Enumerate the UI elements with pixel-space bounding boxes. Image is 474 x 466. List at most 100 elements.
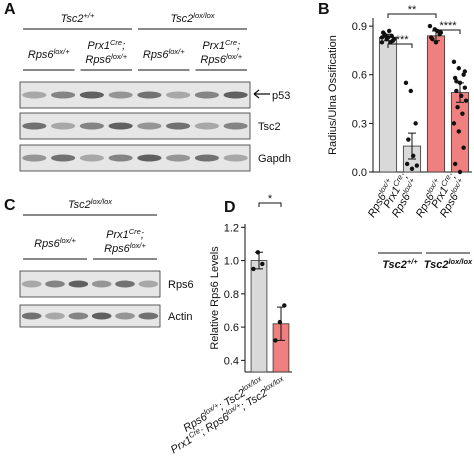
panel-label: A [4,1,16,18]
label-superscript: lox/lox [262,374,285,393]
blot-band [45,280,65,288]
label-text: Tsc2 [382,259,407,271]
bar [250,260,268,373]
data-point [460,111,465,116]
blot-band [166,91,191,99]
data-point [438,30,444,35]
blot-band [108,91,133,99]
genotype-label: Prx1Cre; [202,38,240,53]
blot-band [115,280,135,288]
y-tick-label: 0.9 [352,21,367,33]
blot-header: Tsc2lox/lox [170,11,214,26]
significance-bracket [387,43,413,48]
label-text: ; [447,172,459,181]
data-point [454,79,459,84]
row-label: Actin [168,311,192,323]
y-tick-label: 0.6 [352,70,367,82]
data-point [462,85,468,90]
bar [426,35,446,173]
blot-band [45,312,65,320]
label-text: Rps6 [85,54,112,66]
data-point [403,80,409,86]
data-point [388,40,393,45]
genotype-label: Rps6lox/+ [34,236,76,251]
label-superscript: lox/+ [54,47,71,56]
y-tick-label: 1.0 [224,256,239,268]
blot-band [137,91,162,99]
data-point [379,35,385,40]
group-label: Tsc2+/+ [382,257,418,272]
blot-header: Tsc2lox/lox [68,197,112,212]
genotype-label: Rps6lox/+ [85,52,127,67]
label-text: Tsc2 [424,259,449,271]
data-point [260,261,265,267]
label-superscript: +/+ [407,257,418,266]
blot-band [68,312,89,320]
blot-band [223,154,248,162]
significance-label: * [268,193,273,205]
data-point [414,163,420,168]
label-text: Tsc2 [61,13,84,25]
label-superscript: lox/lox [193,11,215,20]
panel-label: C [4,197,16,214]
blot-band [79,122,104,130]
y-tick-label: 0.8 [224,289,239,301]
row-label: Rps6 [168,279,194,291]
data-point [461,145,466,150]
data-point [463,98,469,103]
significance-label: **** [439,20,457,32]
blot-band [137,122,162,130]
label-text: Tsc2 [170,13,193,25]
genotype-label: Rps6lox/+ [200,52,242,67]
label-superscript: +/+ [83,11,94,20]
blot-band [68,280,89,288]
blot-band [115,312,135,320]
blot-band [21,312,42,320]
blot-band [137,154,162,162]
label-superscript: lox/+ [226,52,243,61]
significance-label: ** [408,4,417,16]
label-text: Rps6 [28,49,55,61]
data-point [433,40,439,45]
blot-band [108,122,133,130]
blot-band [194,154,219,162]
label-text: ; [122,40,125,52]
x-tick-label: Prx1Cre; Rps6lox/+; Tsc2lox/lox [169,374,285,457]
data-point [411,153,416,158]
data-point [455,104,460,110]
label-text: Rps6 [143,49,170,61]
row-label: Gapdh [258,153,291,165]
blot-band [22,122,47,130]
blot-band [22,91,47,99]
label-superscript: Cre [129,227,141,236]
blot-band [194,91,219,99]
data-point [273,338,278,343]
data-point [408,88,413,94]
data-point [413,121,418,126]
data-point [389,33,394,39]
data-point [427,23,433,29]
label-text: Rps6 [200,54,227,66]
blot-strip [19,112,251,140]
data-point [452,161,458,167]
blot-band [223,91,248,99]
label-text: Rps6 [104,243,131,255]
data-point [454,88,459,94]
data-point [457,169,463,175]
genotype-label: Prx1Cre; [87,38,125,53]
genotype-label: Rps6lox/+ [28,47,70,62]
label-text: Tsc2 [68,199,91,211]
blot-band [223,122,248,130]
y-axis-label: Radius/Ulna Ossification [327,35,339,155]
label-superscript: lox/+ [130,241,147,250]
significance-label: **** [391,34,409,46]
data-point [456,129,461,134]
blot-band [51,91,76,99]
blot-band [51,154,76,162]
label-text: ; [237,40,240,52]
blot-strip [19,270,161,298]
genotype-label: Rps6lox/+ [104,241,146,256]
blot-band [138,312,159,320]
data-point [255,250,261,255]
